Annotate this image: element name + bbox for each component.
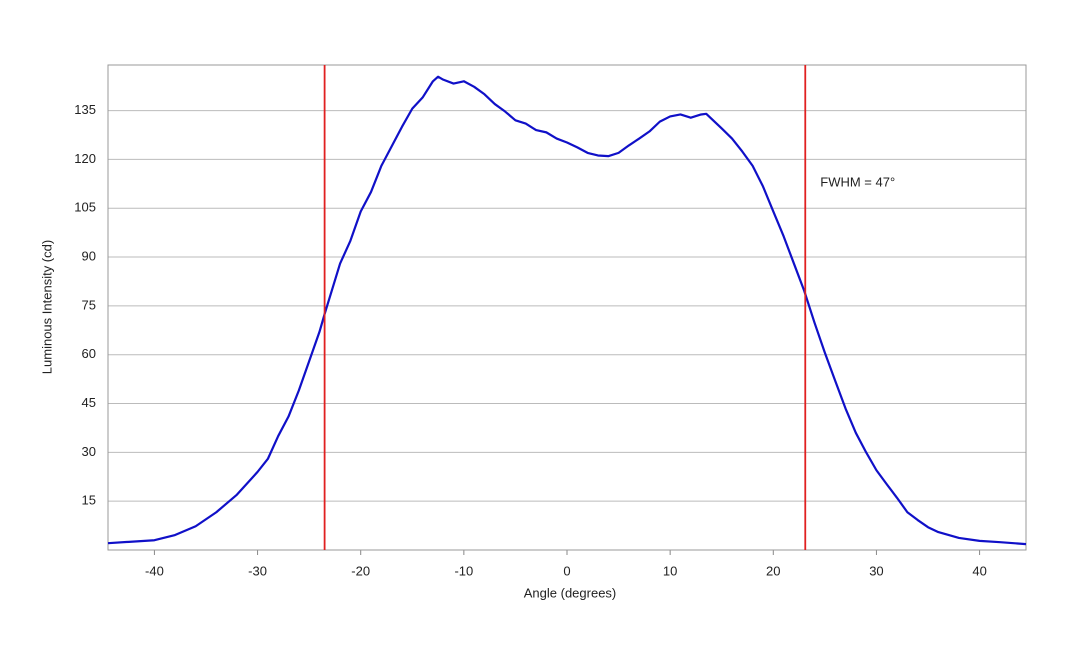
x-tick-label: 20 (766, 563, 780, 578)
x-tick-label: -10 (454, 563, 473, 578)
y-tick-label: 90 (82, 248, 96, 263)
y-tick-label: 75 (82, 297, 96, 312)
plot-frame (107, 64, 1027, 551)
y-tick-label: 135 (74, 102, 96, 117)
y-tick-label: 120 (74, 151, 96, 166)
annotation: FWHM = 47° (820, 174, 895, 189)
x-tick-label: -30 (248, 563, 267, 578)
y-tick-label: 15 (82, 493, 96, 508)
x-tick-label: 40 (972, 563, 986, 578)
y-tick-label: 105 (74, 200, 96, 215)
x-tick-label: 30 (869, 563, 883, 578)
y-tick-label: 60 (82, 346, 96, 361)
x-tick-label: 10 (663, 563, 677, 578)
x-tick-label: -40 (145, 563, 164, 578)
x-axis-label: Angle (degrees) (524, 585, 617, 600)
y-tick-label: 45 (82, 395, 96, 410)
x-tick-label: 0 (563, 563, 570, 578)
y-axis-label: Luminous Intensity (cd) (39, 240, 54, 374)
x-tick-label: -20 (351, 563, 370, 578)
y-tick-label: 30 (82, 444, 96, 459)
data-line (107, 75, 1027, 546)
